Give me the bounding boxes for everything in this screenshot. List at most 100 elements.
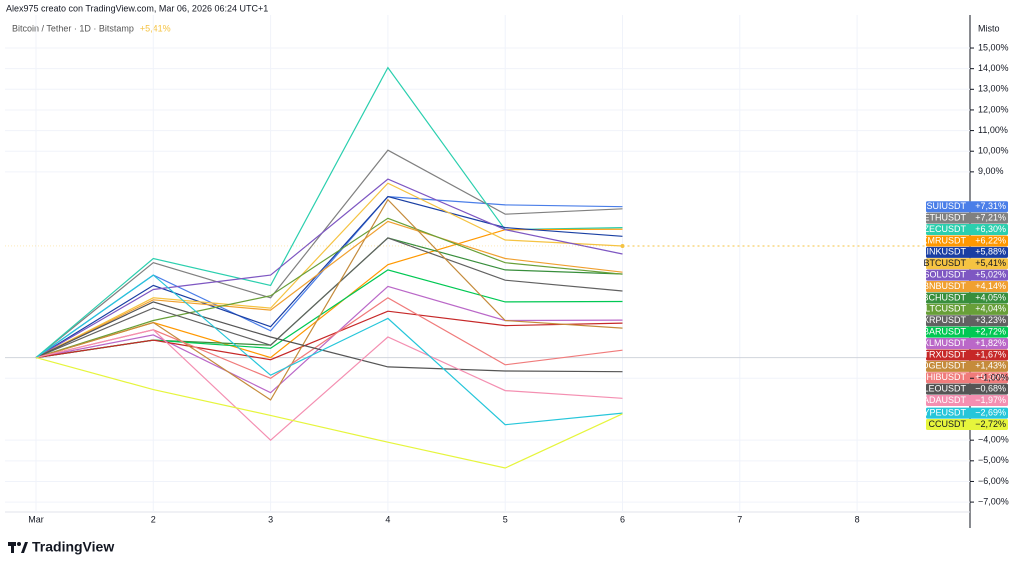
value-badge — [926, 201, 1008, 213]
x-tick-label: 7 — [737, 514, 742, 524]
badge-name: LEOUSDT — [923, 384, 966, 394]
badge-name: LTCUSDT — [925, 304, 966, 314]
badge-name: ETHUSDT — [924, 213, 967, 223]
value-badge — [926, 360, 1008, 372]
value-badge — [926, 395, 1008, 407]
brand-name: TradingView — [32, 539, 114, 555]
value-badge — [926, 372, 1008, 384]
badge-name: HYPEUSDT — [917, 408, 967, 418]
badge-value: +5,02% — [975, 270, 1006, 280]
badge-value: +0,36% — [975, 372, 1006, 382]
x-tick-label: 4 — [385, 514, 390, 524]
y-tick-label: −7,00% — [978, 496, 1009, 506]
badge-value: +5,88% — [975, 247, 1006, 257]
x-tick-label: Mar — [28, 514, 44, 524]
badge-name: SHIBUSDT — [920, 372, 966, 382]
value-badge — [926, 338, 1008, 350]
value-badge — [926, 224, 1008, 236]
badge-value: +1,43% — [975, 361, 1006, 371]
value-badge — [926, 258, 1008, 270]
badge-value: −1,97% — [975, 395, 1006, 405]
series-line — [35, 329, 623, 442]
badge-name: XMRUSDT — [922, 235, 967, 245]
y-tick-label: −1,00% — [978, 373, 1009, 383]
x-tick-label: 6 — [620, 514, 625, 524]
series-line — [35, 178, 623, 359]
badge-name: ZECUSDT — [924, 224, 967, 234]
badge-value: +6,30% — [975, 224, 1006, 234]
value-badge — [926, 246, 1008, 258]
badge-value: −0,68% — [975, 384, 1006, 394]
legend-value: +5,41% — [140, 23, 171, 33]
value-badge — [926, 407, 1008, 419]
series-line — [35, 274, 623, 426]
badge-value: −2,69% — [975, 408, 1006, 418]
badge-name: DOGEUSDT — [915, 361, 967, 371]
y-axis-label: Misto — [978, 23, 1000, 33]
x-tick-label: 2 — [151, 514, 156, 524]
badge-value: +4,05% — [975, 292, 1006, 302]
x-tick-label: 3 — [268, 514, 273, 524]
lines — [5, 66, 970, 469]
value-badge — [926, 235, 1008, 247]
badge-value: +3,23% — [975, 315, 1006, 325]
y-tick-label: −6,00% — [978, 476, 1009, 486]
last-point — [620, 243, 625, 248]
value-badge — [926, 419, 1008, 431]
value-badge — [926, 292, 1008, 304]
badge-name: XRPUSDT — [923, 315, 967, 325]
y-tick-label: 12,00% — [978, 104, 1009, 114]
value-badge — [926, 281, 1008, 293]
badges: SUIUSDT +7,31% ETHUSDT +7,21% ZECUSDT +6,30% X… — [915, 201, 1008, 431]
badge-name: TRXUSDT — [924, 349, 967, 359]
y-tick-label: 15,00% — [978, 42, 1009, 52]
badge-value: +4,14% — [975, 281, 1006, 291]
series-line — [35, 220, 623, 359]
y-tick-label: 10,00% — [978, 146, 1009, 156]
brand-logo — [8, 542, 28, 553]
y-tick-label: −4,00% — [978, 435, 1009, 445]
chart-title: Alex975 creato con TradingView.com, Mar … — [6, 3, 268, 13]
badge-name: BNBUSDT — [923, 281, 967, 291]
series-line — [35, 285, 623, 394]
grid — [5, 15, 970, 512]
value-badge — [926, 349, 1008, 361]
value-badge — [926, 269, 1008, 281]
badge-name: SOLUSDT — [923, 270, 966, 280]
badge-value: −2,72% — [975, 419, 1006, 429]
y-tick-label: 9,00% — [978, 166, 1004, 176]
y-tick-label: 13,00% — [978, 84, 1009, 94]
value-badge — [926, 212, 1008, 224]
badge-name: XLMUSDT — [923, 338, 967, 348]
badge-value: +7,31% — [975, 201, 1006, 211]
x-tick-label: 5 — [503, 514, 508, 524]
badge-name: BTCUSDT — [924, 258, 967, 268]
badge-name: ADAUSDT — [923, 395, 967, 405]
badge-value: +7,21% — [975, 213, 1006, 223]
x-tick-label: 8 — [855, 514, 860, 524]
series-line — [35, 301, 623, 373]
badge-value: +5,41% — [975, 258, 1006, 268]
series-line — [35, 182, 623, 359]
series-line — [35, 195, 623, 359]
badge-value: +1,67% — [975, 349, 1006, 359]
series-line — [35, 310, 623, 361]
badge-name: HBARUSDT — [916, 327, 966, 337]
badge-value: +6,22% — [975, 235, 1006, 245]
badge-value: +1,82% — [975, 338, 1006, 348]
badge-name: SUIUSDT — [926, 201, 966, 211]
value-badge — [926, 315, 1008, 327]
badge-name: BCHUSDT — [922, 292, 966, 302]
y-tick-label: 14,00% — [978, 63, 1009, 73]
y-tick-label: 11,00% — [978, 125, 1008, 135]
value-badge — [926, 303, 1008, 315]
series-line — [35, 297, 623, 379]
series-line — [35, 237, 623, 359]
series-line — [35, 357, 623, 469]
series-line — [35, 195, 623, 359]
chart-subtitle: Bitcoin / Tether · 1D · Bitstamp — [12, 23, 134, 33]
series-line — [35, 149, 623, 359]
y-tick-label: −5,00% — [978, 455, 1009, 465]
badge-value: +4,04% — [975, 304, 1006, 314]
badge-name: LINKUSDT — [921, 247, 966, 257]
